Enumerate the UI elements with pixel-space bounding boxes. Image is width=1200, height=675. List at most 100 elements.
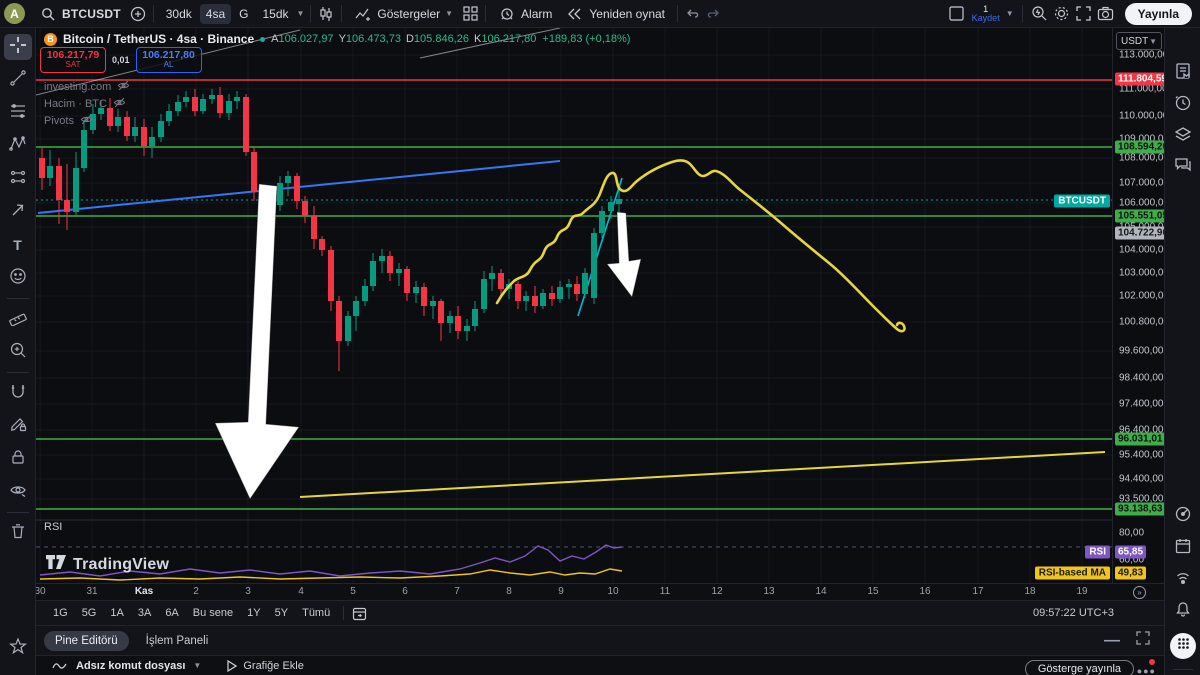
emoji-tool-button[interactable] [4, 265, 32, 291]
range-all[interactable]: Tümü [302, 607, 331, 619]
projection-brush-drawing[interactable] [495, 159, 906, 333]
remove-drawings-button[interactable] [4, 520, 32, 546]
settings-gear-icon[interactable] [1053, 5, 1071, 23]
change-value: +189,83 (+0,18%) [542, 33, 631, 45]
apps-grid-button[interactable] [1170, 633, 1196, 659]
save-layout-button[interactable]: 1 Kaydet [970, 4, 1002, 24]
candle [362, 286, 368, 301]
replay-button[interactable]: Yeniden oynat [560, 2, 671, 26]
currency-selector[interactable]: USDT ▼ [1116, 32, 1162, 50]
favorites-star-button[interactable] [4, 635, 32, 661]
price-axis[interactable]: USDT ▼ 113.000,00 111.000,00 110.000,00 109… [1112, 28, 1172, 600]
chart-legend[interactable]: B Bitcoin / TetherUS · 4sa · Binance A10… [44, 32, 630, 46]
more-options-icon[interactable]: ●●● [1136, 666, 1156, 675]
save-menu-chevron-icon[interactable]: ▼ [1005, 9, 1014, 18]
down-arrow-drawing[interactable] [606, 211, 642, 299]
hidden-indicator-row[interactable]: Hacim · BTC [44, 96, 126, 112]
candle [98, 108, 104, 114]
interval-4sa[interactable]: 4sa [199, 3, 232, 24]
trend-line-drawing[interactable] [419, 28, 561, 59]
quick-search-icon[interactable] [1031, 5, 1049, 23]
script-menu-chevron-icon[interactable]: ▼ [193, 661, 202, 670]
script-name[interactable]: Adsız komut dosyası [76, 659, 186, 672]
clock-display[interactable]: 09:57:22 UTC+3 [1032, 607, 1114, 619]
rsi-pane-title[interactable]: RSI [44, 521, 63, 533]
prediction-tool-button[interactable] [4, 166, 32, 192]
eye-slash-icon[interactable] [113, 96, 126, 112]
calendar-button[interactable] [1165, 535, 1200, 561]
symbol-title: Bitcoin / TetherUS · 4sa · Binance [63, 32, 255, 46]
alerts-button[interactable] [1165, 92, 1200, 118]
indicators-button[interactable]: Göstergeler ▼ [348, 2, 459, 26]
pattern-tool-button[interactable] [4, 133, 32, 159]
alert-button[interactable]: Alarm [492, 2, 558, 26]
hidden-indicator-row[interactable]: Pivots [44, 113, 93, 129]
publish-button[interactable]: Yayınla [1124, 2, 1192, 25]
interval-15dk[interactable]: 15dk [262, 6, 289, 21]
chart-style-candles-icon[interactable] [317, 5, 335, 23]
price-chart[interactable] [36, 28, 1112, 583]
divider [343, 606, 345, 620]
range-1a[interactable]: 1A [110, 607, 124, 619]
minimize-panel-icon[interactable]: — [1104, 631, 1120, 649]
range-6a[interactable]: 6A [165, 607, 179, 619]
layout-select-icon[interactable] [948, 5, 966, 23]
redo-icon[interactable] [704, 5, 722, 23]
price-axis-label: 108.000,00 [1119, 152, 1170, 164]
eye-slash-icon[interactable] [80, 113, 93, 129]
scanner-button[interactable] [1165, 503, 1200, 529]
watchlist-button[interactable] [1165, 60, 1200, 86]
candle [251, 152, 257, 192]
tab-pine-editor[interactable]: Pine Editörü [44, 630, 129, 651]
chat-button[interactable] [1165, 153, 1200, 179]
support-yellow-drawing[interactable] [299, 451, 1106, 498]
down-arrow-drawing[interactable] [214, 183, 300, 501]
hide-drawings-button[interactable] [4, 479, 32, 505]
user-avatar[interactable]: A [4, 3, 25, 24]
zoom-in-tool-button[interactable] [4, 339, 32, 365]
time-axis[interactable]: 30 31 Kas 2 3 4 5 6 7 8 9 10 11 12 13 14 15 16 17 18 19 » [34, 583, 1164, 600]
rsi-ma-line [39, 568, 623, 581]
maximize-panel-icon[interactable] [1136, 631, 1150, 650]
candle [370, 261, 376, 286]
compare-add-icon[interactable] [129, 5, 147, 23]
candle [438, 301, 444, 323]
add-to-chart-button[interactable]: Grafiğe Ekle [227, 659, 304, 672]
lock-drawings-button[interactable] [4, 446, 32, 472]
range-5y[interactable]: 5Y [274, 607, 289, 619]
text-tool-button[interactable]: T [4, 232, 32, 258]
range-5g[interactable]: 5G [81, 607, 97, 619]
undo-icon[interactable] [684, 5, 702, 23]
streams-button[interactable] [1165, 567, 1200, 593]
notifications-button[interactable] [1165, 598, 1200, 624]
range-1g[interactable]: 1G [53, 607, 68, 619]
go-to-date-icon[interactable] [350, 604, 368, 622]
buy-button[interactable]: 106.217,80 AL [135, 47, 202, 73]
interval-G[interactable]: G [239, 6, 249, 21]
eye-slash-icon[interactable] [117, 79, 130, 95]
crosshair-tool-button[interactable] [3, 34, 32, 60]
magnet-mode-button[interactable] [4, 380, 32, 406]
object-tree-button[interactable] [1165, 123, 1200, 149]
measure-tool-button[interactable] [4, 306, 32, 332]
sell-button[interactable]: 106.217,79 SAT [40, 47, 106, 73]
layout-grid-icon[interactable] [461, 5, 479, 23]
go-to-realtime-icon[interactable]: » [1133, 586, 1146, 599]
publish-indicator-button[interactable]: Gösterge yayınla [1024, 659, 1134, 675]
arrow-tool-button[interactable] [4, 199, 32, 225]
interval-menu-chevron-icon[interactable]: ▼ [296, 9, 305, 18]
time-axis-label: 30 [34, 586, 46, 597]
tab-trading-panel[interactable]: İşlem Paneli [145, 634, 209, 647]
hidden-indicator-row[interactable]: investing.com [44, 79, 130, 95]
snapshot-camera-icon[interactable] [1097, 5, 1115, 23]
trend-line-tool-button[interactable] [4, 67, 32, 93]
range-ytd[interactable]: Bu sene [192, 607, 234, 619]
drawing-mode-button[interactable] [4, 413, 32, 439]
interval-30dk[interactable]: 30dk [165, 6, 192, 21]
range-1y[interactable]: 1Y [247, 607, 261, 619]
rsi-line [39, 544, 623, 577]
fullscreen-icon[interactable] [1075, 5, 1093, 23]
fib-retracement-tool-button[interactable] [4, 100, 32, 126]
symbol-search-button[interactable]: BTCUSDT [33, 2, 127, 26]
range-3a[interactable]: 3A [137, 607, 152, 619]
